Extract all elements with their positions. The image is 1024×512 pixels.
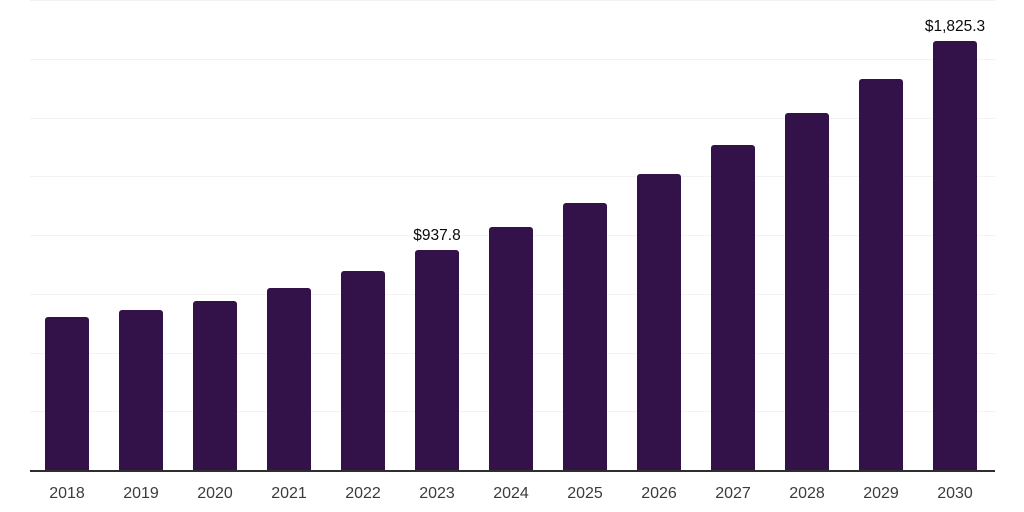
- x-tick-2027: 2027: [715, 485, 751, 502]
- x-axis-line: [30, 470, 995, 472]
- x-tick-2022: 2022: [345, 485, 381, 502]
- gridline-1500: [30, 117, 995, 119]
- bar-2022: [341, 271, 385, 470]
- data-label-2023: $937.8: [413, 226, 461, 244]
- x-tick-2025: 2025: [567, 485, 603, 502]
- gridline-2000: [30, 0, 995, 1]
- plot-area: $937.8 $1,825.3: [30, 0, 995, 472]
- bar-2019: [119, 310, 163, 470]
- x-tick-2023: 2023: [419, 485, 455, 502]
- gridline-1250: [30, 176, 995, 178]
- x-tick-2018: 2018: [49, 485, 85, 502]
- x-tick-2019: 2019: [123, 485, 159, 502]
- bar-2024: [489, 227, 533, 470]
- bar-2027: [711, 144, 755, 470]
- x-tick-2029: 2029: [863, 485, 899, 502]
- gridline-1750: [30, 58, 995, 60]
- bar-2021: [267, 288, 311, 470]
- x-tick-2026: 2026: [641, 485, 677, 502]
- bar-2023: [415, 249, 459, 470]
- x-axis-tick-labels: 2018 2019 2020 2021 2022 2023 2024 2025 2026 2027…: [30, 472, 995, 512]
- bar-2026: [637, 173, 681, 470]
- bar-2029: [859, 78, 903, 470]
- x-tick-2030: 2030: [937, 485, 973, 502]
- x-tick-2021: 2021: [271, 485, 307, 502]
- bar-2025: [563, 202, 607, 470]
- x-tick-2028: 2028: [789, 485, 825, 502]
- bar-2018: [45, 317, 89, 470]
- bar-2020: [193, 301, 237, 470]
- x-tick-2024: 2024: [493, 485, 529, 502]
- data-label-2030: $1,825.3: [924, 18, 986, 36]
- x-tick-2020: 2020: [197, 485, 233, 502]
- bar-2028: [785, 112, 829, 470]
- bar-2030: [933, 41, 977, 470]
